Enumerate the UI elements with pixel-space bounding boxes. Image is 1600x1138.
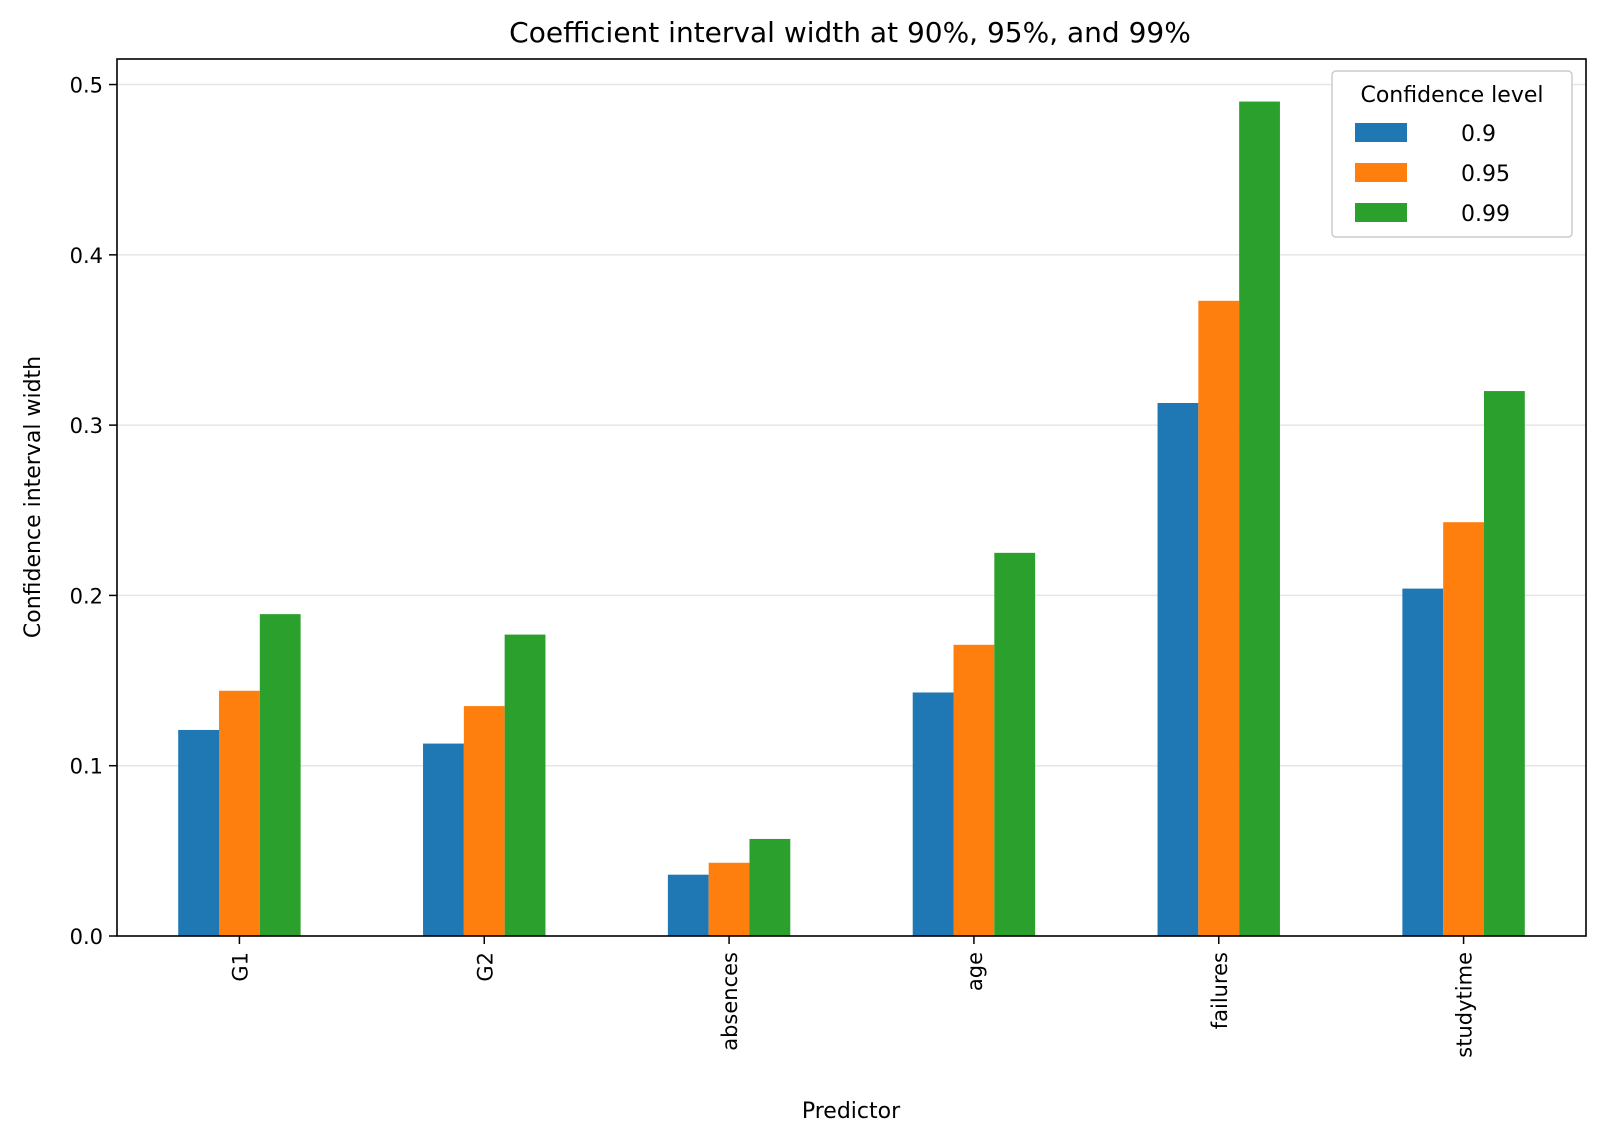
bar-G2-0.99 [504, 634, 546, 936]
legend-label: 0.9 [1461, 122, 1496, 147]
y-tick-label: 0.3 [70, 414, 103, 438]
legend: Confidence level 0.9 0.95 0.99 [1331, 70, 1573, 238]
legend-title: Confidence level [1360, 83, 1543, 108]
legend-swatch [1355, 123, 1407, 142]
bar-G1-0.95 [219, 690, 260, 936]
bars [178, 101, 1525, 936]
x-tick-label: studytime [1453, 952, 1477, 1058]
y-axis-ticks: 0.0 0.1 0.2 0.3 0.4 0.5 [70, 74, 117, 949]
y-tick-label: 0.5 [70, 74, 103, 98]
bar-age-0.95 [953, 644, 995, 936]
plot-frame [116, 58, 1587, 937]
x-axis-ticks: G1 G2 absences age failures studytime [228, 936, 1477, 1058]
y-tick-label: 0.1 [70, 755, 103, 779]
x-tick-label: G2 [473, 952, 497, 982]
bar-G2-0.9 [423, 743, 464, 936]
chart-title: Coefficient interval width at 90%, 95%, … [509, 16, 1191, 49]
bar-absences-0.9 [667, 874, 709, 936]
bar-age-0.9 [912, 692, 954, 936]
x-axis-label: Predictor [802, 1099, 901, 1124]
bar-G1-0.99 [259, 614, 301, 936]
legend-box [1331, 70, 1573, 238]
legend-swatch [1355, 203, 1407, 222]
bar-failures-0.9 [1157, 402, 1199, 936]
y-gridlines [117, 83, 1586, 767]
x-tick-label: G1 [228, 952, 252, 982]
bar-failures-0.99 [1239, 101, 1280, 936]
y-axis-label: Confidence interval width [21, 356, 46, 638]
x-tick-label: absences [718, 952, 742, 1051]
bar-absences-0.99 [749, 838, 791, 936]
y-tick-label: 0.2 [70, 584, 103, 608]
x-tick-label: age [963, 952, 987, 991]
x-tick-label: failures [1208, 952, 1232, 1029]
bar-absences-0.95 [708, 862, 750, 936]
bar-studytime-0.9 [1402, 588, 1444, 936]
bar-failures-0.95 [1198, 300, 1240, 936]
legend-label: 0.95 [1461, 162, 1510, 187]
legend-label: 0.99 [1461, 202, 1510, 227]
bar-studytime-0.95 [1443, 522, 1484, 936]
y-tick-label: 0.4 [70, 244, 103, 268]
bar-age-0.99 [994, 552, 1036, 936]
bar-G2-0.95 [463, 706, 505, 936]
bar-studytime-0.99 [1483, 391, 1525, 936]
y-tick-label: 0.0 [70, 925, 103, 949]
legend-swatch [1355, 163, 1407, 182]
bar-G1-0.9 [178, 729, 220, 936]
